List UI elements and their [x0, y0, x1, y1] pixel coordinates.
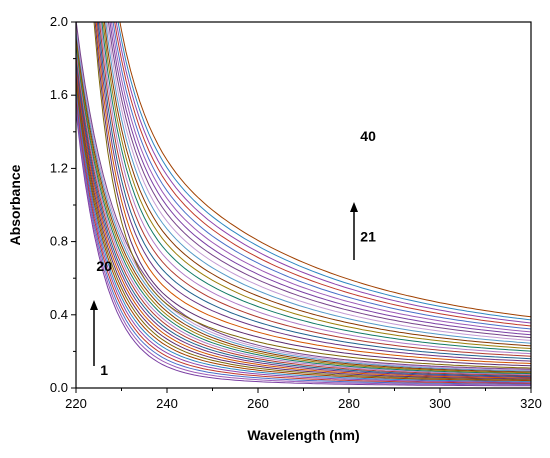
spectrum-curve-23 — [95, 22, 531, 364]
arrow-1-20-head — [90, 300, 98, 310]
spectrum-curve-36 — [112, 22, 531, 330]
spectrum-curve-34 — [109, 22, 531, 336]
spectrum-curve-22 — [94, 22, 531, 367]
spectrum-curve-29 — [102, 22, 531, 349]
spectrum-curve-1 — [76, 111, 531, 387]
spectrum-curve-10 — [76, 68, 531, 379]
spectrum-curve-13 — [76, 53, 531, 376]
spectrum-curve-33 — [107, 22, 531, 339]
spectrum-curve-11 — [76, 63, 531, 378]
y-tick-label: 1.2 — [50, 160, 68, 175]
y-axis-title: Absorbance — [7, 164, 23, 245]
annotation-label-1: 1 — [100, 362, 108, 378]
arrow-21-40-head — [350, 202, 358, 212]
x-axis-title: Wavelength (nm) — [247, 427, 359, 443]
y-tick-label: 0.4 — [50, 307, 68, 322]
spectrum-curve-26 — [99, 22, 531, 357]
spectrum-curve-19 — [76, 24, 531, 371]
annotation-label-21: 21 — [360, 229, 376, 245]
plot-frame — [75, 21, 532, 389]
spectrum-curve-17 — [76, 34, 531, 373]
x-tick-label: 240 — [156, 396, 178, 411]
x-tick-label: 300 — [429, 396, 451, 411]
spectrum-curve-4 — [76, 96, 531, 384]
spectrum-curve-40 — [119, 22, 531, 318]
spectrum-curve-18 — [76, 29, 531, 372]
axis-ticks: 220 240 260 280 300 320 0.0 0.4 0.8 1.2 1.6 2.0 — [50, 14, 542, 411]
spectra-curves — [76, 22, 531, 387]
spectrum-curve-38 — [115, 22, 531, 324]
spectrum-curve-31 — [105, 22, 531, 344]
spectrum-curve-3 — [76, 101, 531, 385]
y-tick-label: 0.0 — [50, 380, 68, 395]
spectrum-curve-39 — [117, 22, 531, 321]
x-tick-label: 280 — [338, 396, 360, 411]
spectrum-curve-35 — [110, 22, 531, 333]
y-tick-label: 2.0 — [50, 14, 68, 29]
spectrum-curve-28 — [101, 22, 531, 352]
spectrum-curve-9 — [76, 72, 531, 380]
spectrum-curve-25 — [97, 22, 531, 360]
x-tick-label: 260 — [247, 396, 269, 411]
spectrum-curve-8 — [76, 77, 531, 381]
spectrum-curve-16 — [76, 39, 531, 374]
x-tick-label: 320 — [520, 396, 542, 411]
spectrum-curve-15 — [76, 44, 531, 375]
spectrum-curve-5 — [76, 92, 531, 383]
y-tick-label: 0.8 — [50, 234, 68, 249]
annotation-label-40: 40 — [360, 128, 376, 144]
spectrum-curve-32 — [106, 22, 531, 341]
spectrum-curve-27 — [100, 22, 531, 355]
spectrum-curve-7 — [76, 82, 531, 382]
annotations: 1 20 21 40 — [90, 128, 376, 378]
spectrum-curve-2 — [76, 106, 531, 386]
spectrum-curve-20 — [76, 22, 531, 370]
x-tick-label: 220 — [65, 396, 87, 411]
annotation-label-20: 20 — [96, 258, 112, 274]
spectrum-curve-37 — [114, 22, 531, 327]
spectrum-curve-12 — [76, 58, 531, 377]
spectrum-curve-6 — [76, 87, 531, 382]
spectrum-curve-14 — [76, 48, 531, 375]
y-tick-label: 1.6 — [50, 87, 68, 102]
spectrum-curve-30 — [103, 22, 531, 347]
spectrum-curve-21 — [93, 22, 531, 369]
spectrum-curve-24 — [96, 22, 531, 362]
